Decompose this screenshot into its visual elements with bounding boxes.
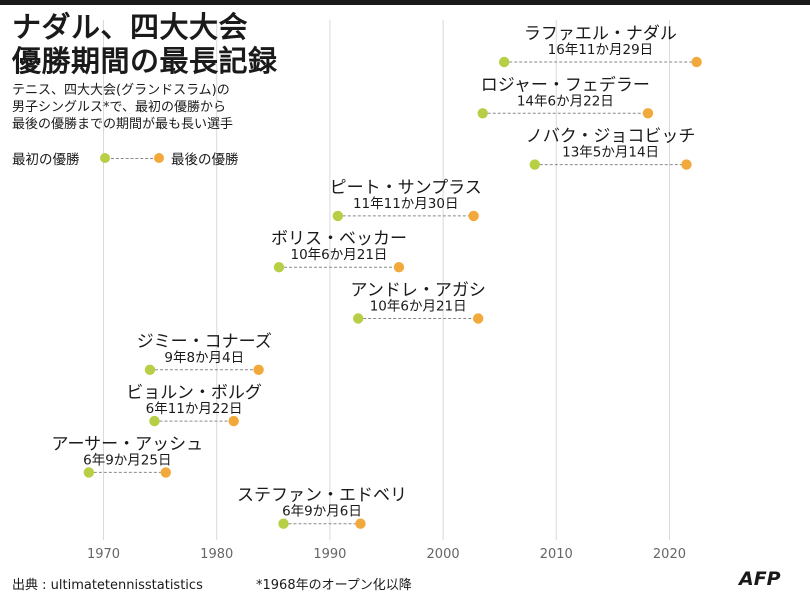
duration-label: 16年11か月29日 bbox=[548, 42, 654, 58]
last-win-dot bbox=[160, 467, 171, 478]
footnote: *1968年のオープン化以降 bbox=[256, 578, 412, 593]
player-name-label: ノバク・ジョコビッチ bbox=[526, 127, 696, 147]
x-tick-label-1970: 1970 bbox=[87, 547, 120, 562]
player-name-label: ボリス・ベッカー bbox=[271, 229, 407, 249]
first-win-dot bbox=[83, 467, 95, 478]
legend-first-dot bbox=[100, 153, 110, 163]
subtitle-line-1: テニス、四大大会(グランドスラム)の bbox=[12, 83, 230, 98]
last-win-dot bbox=[472, 313, 484, 324]
player-name-label: ロジャー・フェデラー bbox=[481, 74, 650, 95]
player-name-label: ビョルン・ボルグ bbox=[126, 383, 262, 403]
last-win-dot bbox=[355, 518, 366, 529]
first-win-dot bbox=[278, 518, 289, 529]
x-tick-label-1980: 1980 bbox=[200, 547, 233, 562]
last-win-dot bbox=[691, 56, 702, 68]
player-name-label: ピート・サンプラス bbox=[330, 178, 482, 198]
player-name-label: アーサー・アッシュ bbox=[51, 434, 203, 454]
legend-last-label: 最後の優勝 bbox=[171, 152, 239, 168]
first-win-dot bbox=[144, 364, 156, 375]
first-win-dot bbox=[332, 210, 344, 222]
duration-label: 10年6か月21日 bbox=[290, 247, 387, 263]
subtitle-line-2: 男子シングルス*で、最初の優勝から bbox=[12, 100, 226, 115]
chart-title: ナダル、四大大会 優勝期間の最長記録 bbox=[12, 10, 278, 78]
last-win-dot bbox=[253, 364, 264, 375]
top-rule bbox=[0, 0, 810, 5]
duration-label: 6年9か月6日 bbox=[282, 504, 362, 520]
subtitle-line-3: 最後の優勝までの期間が最も長い選手 bbox=[12, 117, 234, 132]
duration-label: 9年8か月4日 bbox=[164, 350, 244, 366]
last-win-dot bbox=[228, 415, 239, 427]
afp-logo: AFP bbox=[739, 568, 781, 590]
last-win-dot bbox=[393, 262, 405, 273]
x-tick-label-2010: 2010 bbox=[540, 547, 573, 562]
first-win-dot bbox=[149, 415, 160, 427]
player-name-label: ステファン・エドベリ bbox=[237, 486, 407, 506]
legend-last-dot bbox=[154, 153, 164, 163]
player-name-label: ラファエル・ナダル bbox=[524, 24, 677, 44]
first-win-dot bbox=[499, 56, 510, 68]
first-win-dot bbox=[273, 262, 285, 273]
x-tick-label-1990: 1990 bbox=[313, 547, 346, 562]
duration-label: 10年6か月21日 bbox=[370, 299, 467, 315]
player-name-label: アンドレ・アガシ bbox=[351, 281, 486, 301]
first-win-dot bbox=[353, 313, 364, 324]
legend-first-label: 最初の優勝 bbox=[12, 152, 80, 168]
x-tick-label-2000: 2000 bbox=[427, 547, 460, 562]
chart-subtitle: テニス、四大大会(グランドスラム)の 男子シングルス*で、最初の優勝から 最後の… bbox=[12, 82, 312, 133]
x-tick-label-2020: 2020 bbox=[653, 547, 686, 562]
title-line-2: 優勝期間の最長記録 bbox=[12, 44, 278, 78]
title-line-1: ナダル、四大大会 bbox=[12, 10, 249, 44]
last-win-dot bbox=[468, 210, 479, 222]
duration-label: 13年5か月14日 bbox=[562, 145, 659, 161]
last-win-dot bbox=[681, 159, 692, 170]
first-win-dot bbox=[529, 159, 540, 170]
duration-label: 11年11か月30日 bbox=[353, 196, 459, 212]
duration-label: 14年6か月22日 bbox=[517, 93, 614, 109]
last-win-dot bbox=[642, 108, 654, 119]
player-name-label: ジミー・コナーズ bbox=[137, 332, 272, 352]
legend-dashed-line bbox=[111, 158, 153, 159]
first-win-dot bbox=[477, 108, 488, 119]
duration-label: 6年9か月25日 bbox=[83, 452, 171, 468]
duration-label: 6年11か月22日 bbox=[146, 401, 243, 417]
source-note: 出典 : ultimatetennisstatistics bbox=[12, 578, 203, 593]
